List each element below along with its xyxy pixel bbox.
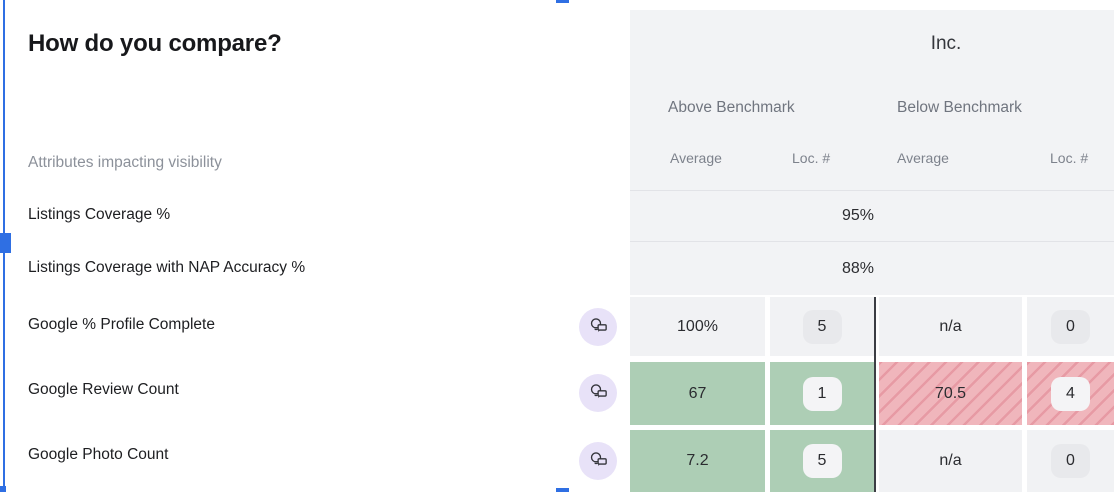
location-count-badge: 5 [802, 444, 842, 478]
cell-profile-complete-below-average: n/a [879, 297, 1022, 356]
location-count-badge: 4 [1051, 376, 1090, 411]
above-benchmark-header: Above Benchmark [668, 99, 795, 116]
cell-profile-complete-above-locations: 5 [770, 297, 874, 356]
attributes-column-header: Attributes impacting visibility [28, 154, 222, 171]
cell-review-count-above-average: 67 [630, 362, 765, 425]
cell-review-count-above-locations: 1 [770, 362, 874, 425]
subheader-below-average: Average [897, 150, 949, 166]
location-count-badge: 0 [1051, 444, 1090, 478]
cell-photo-count-below-locations: 0 [1027, 430, 1114, 492]
row-label-google-review-count: Google Review Count [28, 381, 179, 398]
location-count-badge: 1 [802, 376, 842, 411]
company-name-header: Inc. [930, 33, 962, 54]
cell-profile-complete-below-locations: 0 [1027, 297, 1114, 356]
selection-handle-bottom[interactable] [556, 488, 569, 492]
cell-photo-count-above-locations: 5 [770, 430, 874, 492]
cell-profile-complete-above-average: 100% [630, 297, 765, 356]
row-label-listings-coverage: Listings Coverage % [28, 206, 171, 223]
row-label-nap-accuracy: Listings Coverage with NAP Accuracy % [28, 259, 306, 276]
cell-nap-accuracy-value: 88% [630, 242, 1114, 295]
lightbulb-chat-icon [588, 381, 609, 405]
cell-photo-count-below-average: n/a [879, 430, 1022, 492]
subheader-above-locations: Loc. # [792, 150, 831, 166]
selection-handle-bottom-left[interactable] [0, 486, 6, 492]
cell-review-count-below-locations: 4 [1027, 362, 1114, 425]
insight-button-google-profile-complete[interactable] [579, 308, 617, 346]
row-label-google-profile-complete: Google % Profile Complete [28, 316, 215, 333]
subheader-below-locations: Loc. # [1050, 150, 1089, 166]
lightbulb-chat-icon [588, 315, 609, 339]
cell-photo-count-above-average: 7.2 [630, 430, 765, 492]
selection-handle-top[interactable] [556, 0, 569, 3]
benchmark-table-header [630, 10, 1114, 190]
location-count-badge: 0 [1051, 309, 1090, 344]
row-label-google-photo-count: Google Photo Count [28, 446, 169, 463]
location-count-badge: 5 [802, 309, 842, 344]
divider [630, 241, 1114, 242]
insight-button-google-review-count[interactable] [579, 374, 617, 412]
lightbulb-chat-icon [588, 449, 609, 473]
benchmark-group-divider [874, 297, 876, 492]
selection-handle-left[interactable] [0, 233, 11, 253]
divider [630, 190, 1114, 191]
subheader-above-average: Average [670, 150, 722, 166]
below-benchmark-header: Below Benchmark [897, 99, 1022, 116]
page-title: How do you compare? [28, 30, 282, 57]
cell-review-count-below-average: 70.5 [879, 362, 1022, 425]
cell-listings-coverage-value: 95% [630, 191, 1114, 241]
insight-button-google-photo-count[interactable] [579, 442, 617, 480]
